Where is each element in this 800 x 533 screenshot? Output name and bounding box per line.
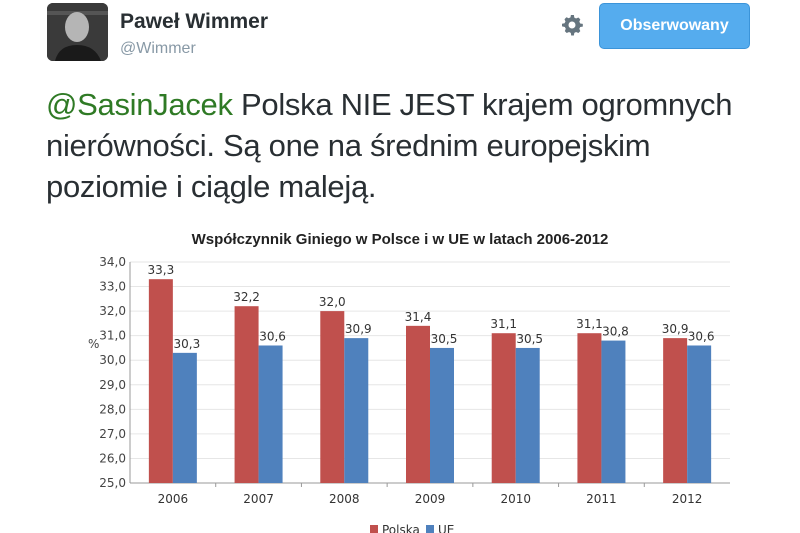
data-label: 30,5: [516, 332, 543, 346]
avatar-photo: [47, 3, 108, 61]
y-tick-label: 34,0: [99, 255, 126, 269]
bar-polska: [577, 333, 602, 483]
bar-ue: [601, 340, 626, 483]
bar-ue: [687, 345, 712, 483]
y-tick-label: 25,0: [99, 476, 126, 490]
bar-ue: [258, 345, 283, 483]
mention-link[interactable]: @SasinJacek: [46, 87, 233, 122]
legend-swatch-ue: [426, 525, 434, 533]
x-tick-label: 2012: [672, 492, 703, 506]
data-label: 32,0: [319, 295, 346, 309]
gini-chart: Współczynnik Giniego w Polsce i w UE w l…: [88, 231, 730, 533]
data-label: 30,5: [431, 332, 458, 346]
avatar[interactable]: [47, 3, 108, 61]
data-label: 31,4: [405, 310, 432, 324]
x-tick-label: 2009: [415, 492, 446, 506]
following-button[interactable]: Obserwowany: [599, 3, 750, 49]
data-label: 32,2: [233, 290, 260, 304]
bar-ue: [172, 352, 197, 483]
y-tick-label: 30,0: [99, 353, 126, 367]
tweet-text: @SasinJacek Polska NIE JEST krajem ogrom…: [46, 84, 766, 207]
data-label: 31,1: [576, 317, 603, 331]
data-label: 33,3: [147, 263, 174, 277]
data-label: 30,6: [259, 329, 286, 343]
y-tick-label: 33,0: [99, 280, 126, 294]
bar-polska: [491, 333, 516, 483]
x-tick-label: 2007: [243, 492, 274, 506]
x-tick-label: 2006: [158, 492, 189, 506]
y-tick-label: 31,0: [99, 329, 126, 343]
legend-swatch-polska: [370, 525, 378, 533]
legend-label: UE: [438, 523, 454, 533]
data-label: 30,3: [173, 337, 200, 351]
x-tick-label: 2008: [329, 492, 360, 506]
data-label: 30,9: [345, 322, 372, 336]
data-label: 31,1: [490, 317, 517, 331]
bar-polska: [406, 325, 430, 483]
x-tick-label: 2011: [586, 492, 617, 506]
bar-polska: [234, 306, 259, 483]
bar-ue: [344, 338, 369, 483]
y-tick-label: 27,0: [99, 427, 126, 441]
y-axis-label: %: [88, 337, 99, 351]
display-name[interactable]: Paweł Wimmer: [120, 10, 269, 33]
legend-label: Polska: [382, 523, 420, 533]
bar-polska: [663, 338, 688, 483]
data-label: 30,8: [602, 325, 629, 339]
data-label: 30,9: [662, 322, 689, 336]
x-tick-label: 2010: [500, 492, 531, 506]
bar-polska: [148, 279, 173, 483]
y-tick-label: 28,0: [99, 402, 126, 416]
data-label: 30,6: [688, 329, 715, 343]
gear-icon[interactable]: [560, 13, 584, 37]
user-handle[interactable]: @Wimmer: [120, 40, 196, 57]
bar-ue: [515, 347, 540, 483]
bar-ue: [430, 347, 454, 483]
bar-polska: [320, 311, 345, 483]
y-tick-label: 26,0: [99, 451, 126, 465]
y-tick-label: 29,0: [99, 378, 126, 392]
y-tick-label: 32,0: [99, 304, 126, 318]
tweet-body: Polska NIE JEST krajem ogromnych nierówn…: [46, 87, 733, 204]
chart-title: Współczynnik Giniego w Polsce i w UE w l…: [192, 231, 609, 248]
